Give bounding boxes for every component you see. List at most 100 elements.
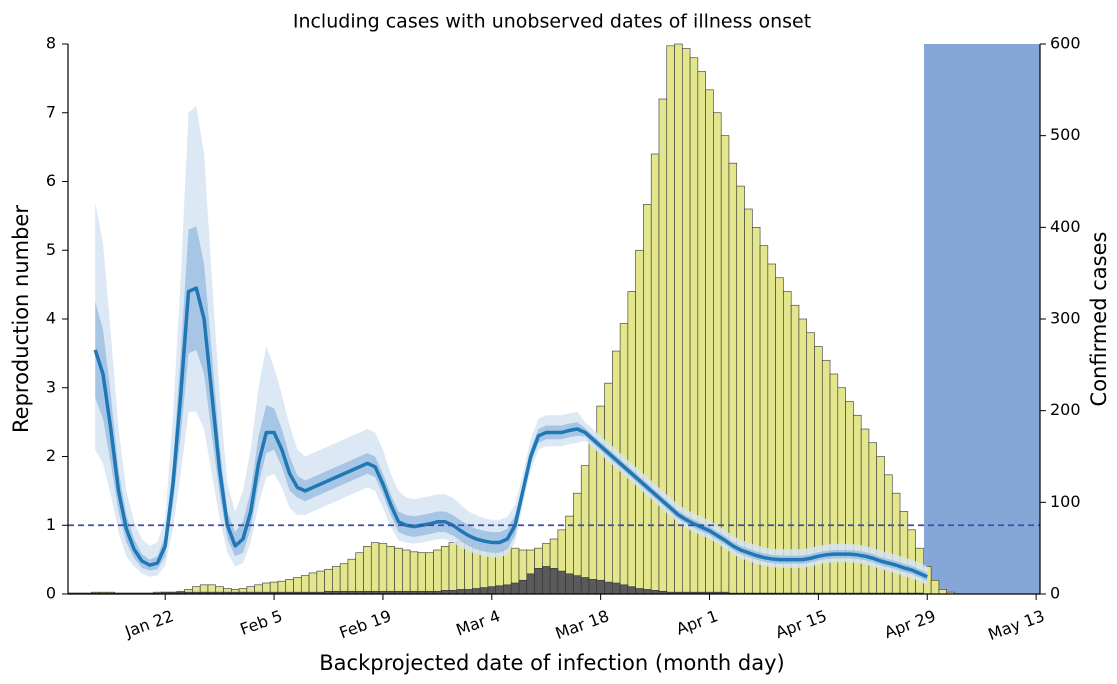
projection-shade <box>924 44 1040 594</box>
y2-axis-label: Confirmed cases <box>1087 232 1111 407</box>
bar <box>503 584 512 595</box>
bar <box>751 227 761 595</box>
bar <box>456 541 465 595</box>
bar <box>456 589 465 595</box>
y-tick-label: 0 <box>46 584 56 603</box>
bar <box>518 579 528 595</box>
x-axis-label: Backprojected date of infection (month d… <box>319 651 785 675</box>
bar <box>853 414 862 595</box>
bar <box>300 575 310 595</box>
bar <box>775 277 784 595</box>
bar <box>604 382 613 595</box>
confidence-band <box>95 226 928 581</box>
bar <box>705 89 714 595</box>
bar <box>580 465 590 595</box>
y2-tick-label: 200 <box>1050 400 1081 419</box>
x-tick-label: Jan 22 <box>122 606 177 641</box>
y-tick-label: 6 <box>46 171 56 190</box>
bar <box>557 570 566 595</box>
bar <box>370 542 380 595</box>
y-tick-label: 7 <box>46 102 56 121</box>
y-tick-label: 8 <box>46 34 56 53</box>
y2-tick-label: 400 <box>1050 217 1081 236</box>
bar <box>713 112 722 595</box>
bar <box>837 387 846 595</box>
lines <box>93 286 928 579</box>
bar <box>728 162 738 595</box>
bar <box>643 589 652 595</box>
bar <box>448 542 458 595</box>
bar <box>293 577 302 595</box>
bar <box>425 552 434 595</box>
x-tick-label: May 13 <box>986 606 1047 644</box>
bar <box>394 547 403 595</box>
y2-tick-label: 100 <box>1050 492 1081 511</box>
chart-title: Including cases with unobserved dates of… <box>293 11 811 33</box>
y-tick-label: 2 <box>46 446 56 465</box>
bar <box>860 428 870 595</box>
bar <box>619 584 629 595</box>
bar <box>884 474 893 595</box>
y2-tick-label: 0 <box>1050 584 1060 603</box>
y-axis-label: Reproduction number <box>9 205 33 433</box>
bar <box>402 549 411 595</box>
bar <box>612 350 621 595</box>
bar <box>542 566 551 595</box>
bar <box>899 511 909 595</box>
y-tick-label: 1 <box>46 515 56 534</box>
x-tick-label: Apr 15 <box>773 606 829 642</box>
bar <box>339 563 349 595</box>
bar <box>285 579 294 595</box>
bar <box>783 291 792 595</box>
bar <box>759 245 769 595</box>
bar <box>534 568 543 595</box>
bar <box>938 589 947 595</box>
bar <box>355 552 364 595</box>
bar <box>627 586 636 595</box>
y2-tick-label: 500 <box>1050 125 1081 144</box>
bar <box>650 153 660 595</box>
bar <box>612 582 621 595</box>
bar <box>588 579 598 595</box>
bar <box>417 552 426 595</box>
bar <box>433 549 442 595</box>
bar <box>386 546 395 595</box>
bar <box>487 586 496 595</box>
x-tick-label: Apr 29 <box>882 606 938 642</box>
y2-tick-label: 300 <box>1050 309 1081 328</box>
bar <box>627 291 636 595</box>
bar <box>409 551 419 595</box>
bar <box>845 401 854 595</box>
bar <box>510 582 520 595</box>
bar <box>464 589 473 595</box>
bar <box>573 575 582 595</box>
bar <box>479 587 489 595</box>
bar <box>930 579 940 595</box>
bar <box>332 566 341 595</box>
bar <box>736 185 745 595</box>
bar <box>635 249 644 595</box>
x-tick-label: Mar 4 <box>453 606 502 639</box>
bar <box>891 492 901 595</box>
bar <box>440 546 450 595</box>
bar <box>308 572 318 595</box>
x-tick-label: Mar 18 <box>553 606 612 643</box>
y-tick-label: 4 <box>46 309 56 328</box>
bar <box>324 568 333 595</box>
bar <box>580 577 590 595</box>
x-tick-label: Apr 1 <box>674 606 721 639</box>
bar <box>378 543 388 595</box>
bar <box>658 98 668 595</box>
bar <box>744 208 753 595</box>
bar <box>868 442 878 595</box>
y-tick-label: 3 <box>46 377 56 396</box>
bar <box>526 573 535 595</box>
bar <box>495 585 504 595</box>
bands <box>95 105 928 586</box>
line <box>93 286 928 579</box>
x-tick-label: Feb 19 <box>337 606 394 642</box>
bars <box>67 43 955 595</box>
bar <box>604 581 613 595</box>
